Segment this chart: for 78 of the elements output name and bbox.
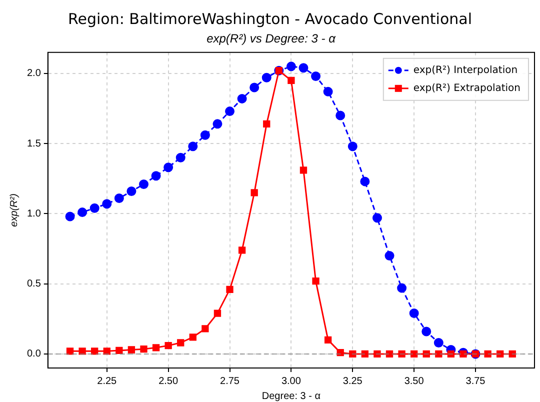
- point: [177, 339, 184, 346]
- point: [372, 213, 382, 223]
- x-tick-label: 3.50: [404, 376, 424, 387]
- point: [508, 350, 516, 358]
- x-axis-title: Degree: 3 - α: [262, 390, 321, 402]
- point: [336, 348, 344, 356]
- point: [202, 325, 209, 332]
- point: [349, 350, 356, 358]
- point: [336, 110, 346, 120]
- point: [323, 86, 333, 96]
- legend-label: exp(R²) Extrapolation: [413, 82, 521, 94]
- point: [78, 208, 88, 218]
- point: [237, 94, 247, 104]
- point: [361, 350, 369, 358]
- x-tick-label: 2.25: [97, 376, 118, 387]
- point: [91, 348, 98, 355]
- point: [214, 310, 222, 317]
- point: [164, 162, 174, 172]
- point: [188, 142, 198, 152]
- y-tick-label: 2.0: [26, 68, 42, 80]
- point: [386, 350, 394, 358]
- y-tick-label: 0.5: [26, 278, 42, 290]
- x-tick-label: 3.75: [466, 376, 486, 387]
- point: [312, 277, 320, 285]
- y-tick-label: 0.0: [26, 348, 42, 360]
- point: [164, 342, 172, 350]
- point: [263, 120, 270, 128]
- point: [460, 350, 467, 358]
- point: [126, 186, 136, 196]
- point: [422, 326, 432, 336]
- point: [200, 130, 210, 140]
- point: [78, 348, 86, 355]
- point: [360, 176, 370, 186]
- x-tick-label: 2.75: [220, 376, 240, 387]
- point: [324, 336, 332, 344]
- point: [348, 142, 358, 152]
- y-tick-label: 1.5: [26, 138, 42, 150]
- point: [151, 171, 161, 181]
- point: [397, 283, 407, 293]
- chart-subtitle: exp(R²) vs Degree: 3 - α: [206, 32, 337, 46]
- point: [288, 76, 295, 84]
- point: [435, 350, 442, 358]
- point: [409, 308, 419, 318]
- x-tick-label: 3.00: [281, 376, 302, 387]
- point: [103, 348, 110, 355]
- point: [138, 180, 148, 189]
- y-axis-title: exp(R²): [8, 194, 20, 227]
- x-tick-label: 2.50: [158, 376, 178, 387]
- point: [250, 189, 258, 196]
- point: [114, 194, 124, 204]
- point: [140, 345, 148, 353]
- x-tick-label: 3.25: [342, 376, 363, 387]
- point: [238, 246, 246, 254]
- point: [298, 63, 308, 73]
- point: [384, 251, 394, 261]
- point: [484, 350, 492, 358]
- point: [300, 166, 308, 174]
- point: [286, 62, 296, 72]
- point: [66, 348, 74, 355]
- legend-label: exp(R²) Interpolation: [413, 64, 518, 76]
- y-tick-label: 1.0: [26, 208, 42, 220]
- point: [225, 106, 235, 116]
- point: [152, 344, 160, 352]
- point: [90, 203, 100, 213]
- point: [189, 334, 196, 341]
- point: [410, 350, 418, 358]
- chart-title: Region: BaltimoreWashington - Avocado Conventional: [66, 10, 474, 28]
- point: [434, 338, 444, 348]
- point: [116, 346, 123, 354]
- point: [176, 152, 186, 162]
- point: [128, 346, 136, 354]
- point: [226, 286, 234, 294]
- point: [311, 71, 321, 81]
- point: [250, 82, 260, 92]
- point: [102, 199, 112, 209]
- point: [262, 72, 272, 82]
- point: [65, 212, 75, 222]
- point: [212, 119, 222, 129]
